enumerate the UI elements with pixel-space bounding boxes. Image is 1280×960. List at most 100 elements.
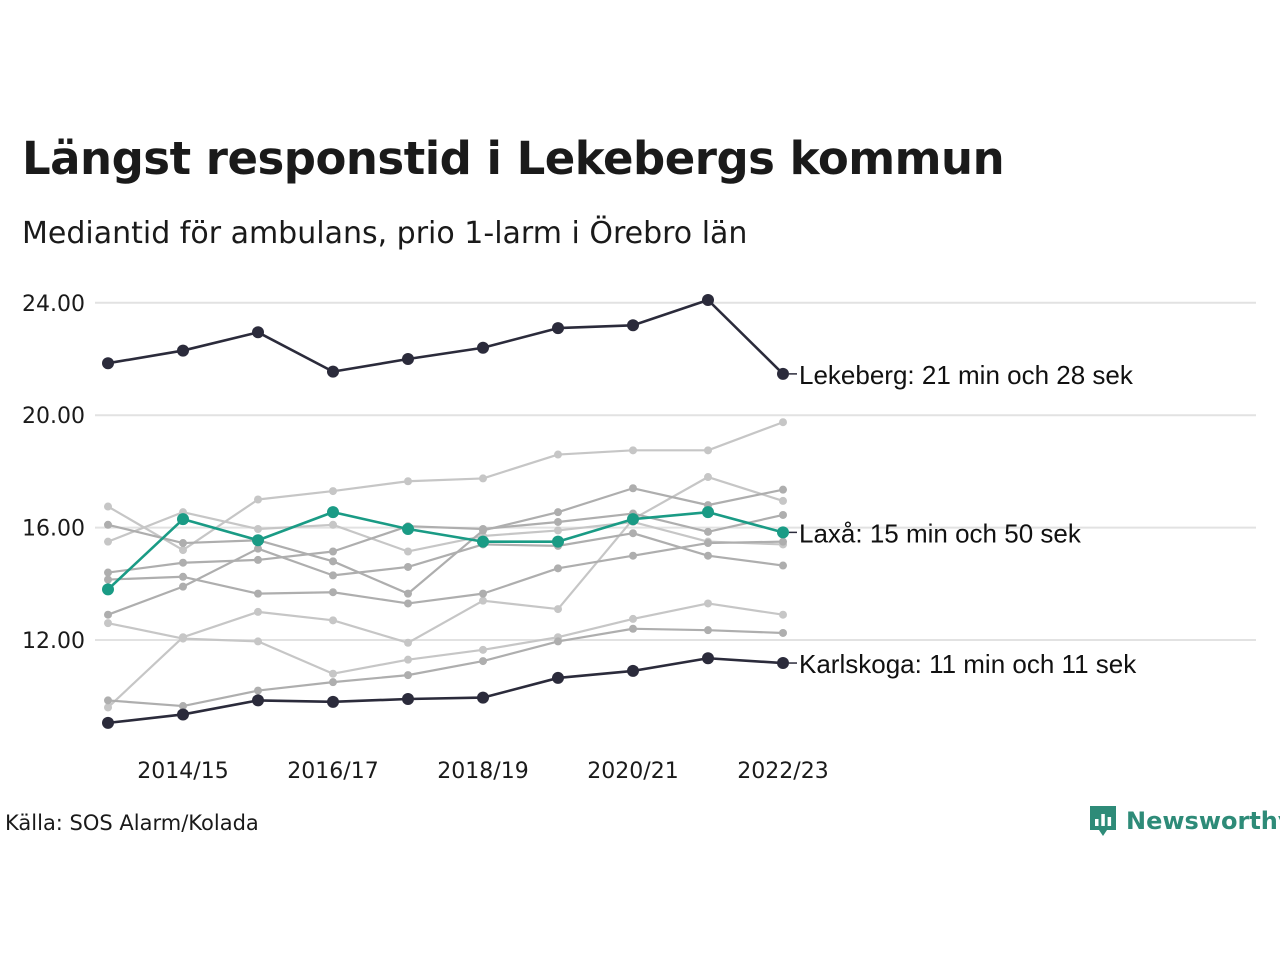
- y-tick-label: 16.00: [22, 517, 85, 542]
- data-point-other: [104, 619, 112, 628]
- data-point-other: [254, 637, 262, 646]
- data-point-other: [479, 474, 487, 483]
- data-point-other: [404, 671, 412, 680]
- data-point-lekeberg: [402, 353, 414, 365]
- data-point-other: [329, 547, 337, 556]
- data-point-other: [254, 555, 262, 564]
- data-point-other: [179, 546, 187, 555]
- data-point-other: [704, 599, 712, 608]
- data-point-other: [179, 539, 187, 548]
- data-point-other: [329, 616, 337, 625]
- end-labels: Lekeberg: 21 min och 28 sek Laxå: 15 min …: [789, 360, 1137, 679]
- data-point-other: [179, 558, 187, 567]
- data-point-laxå: [177, 513, 189, 526]
- data-point-other: [254, 589, 262, 598]
- data-point-other: [704, 527, 712, 536]
- data-point-other: [404, 599, 412, 608]
- data-point-other: [179, 702, 187, 711]
- x-tick-label: 2020/21: [587, 759, 678, 784]
- data-point-other: [104, 520, 112, 529]
- data-point-other: [104, 568, 112, 577]
- series-line-other: [107, 627, 784, 708]
- y-tick-label: 24.00: [22, 292, 85, 317]
- y-axis-ticks: 24.00 20.00 16.00 12.00: [22, 292, 85, 654]
- data-point-other: [704, 551, 712, 560]
- data-point-other: [779, 418, 787, 427]
- series-line-other: [107, 512, 784, 574]
- data-point-other: [479, 596, 487, 605]
- data-point-other: [329, 669, 337, 678]
- data-point-lekeberg: [477, 341, 489, 354]
- data-point-lekeberg: [777, 367, 789, 380]
- data-point-lekeberg: [702, 293, 714, 306]
- data-point-karlskoga: [402, 693, 414, 706]
- data-point-karlskoga: [102, 716, 114, 729]
- data-point-other: [629, 484, 637, 493]
- data-point-other: [329, 520, 337, 529]
- data-point-other: [329, 678, 337, 687]
- data-point-other: [179, 572, 187, 581]
- data-point-other: [329, 588, 337, 597]
- data-point-laxå: [552, 535, 564, 548]
- data-point-laxå: [702, 506, 714, 519]
- data-point-karlskoga: [702, 652, 714, 665]
- end-label-lekeberg: Lekeberg: 21 min och 28 sek: [799, 360, 1134, 390]
- data-point-other: [554, 637, 562, 646]
- x-axis-ticks: 2014/15 2016/17 2018/19 2020/21 2022/23: [137, 759, 828, 784]
- data-point-lekeberg: [552, 322, 564, 335]
- data-point-laxå: [477, 535, 489, 548]
- data-point-other: [704, 626, 712, 635]
- series-line-other: [107, 475, 784, 709]
- data-point-other: [179, 634, 187, 643]
- data-point-other: [104, 703, 112, 712]
- data-point-other: [104, 575, 112, 584]
- data-point-other: [554, 526, 562, 535]
- data-point-other: [104, 696, 112, 705]
- series-line-other: [107, 532, 784, 616]
- data-point-other: [779, 610, 787, 619]
- data-point-karlskoga: [477, 691, 489, 704]
- y-tick-label: 12.00: [22, 629, 85, 654]
- data-point-other: [404, 638, 412, 647]
- data-point-other: [404, 562, 412, 571]
- data-point-other: [329, 557, 337, 566]
- series-line-other: [107, 511, 784, 553]
- data-point-laxå: [252, 534, 264, 547]
- data-point-other: [254, 686, 262, 695]
- data-point-other: [779, 537, 787, 546]
- data-point-laxå: [777, 526, 789, 539]
- series-line-other: [107, 487, 784, 595]
- other-municipalities-series: [104, 418, 787, 712]
- series-line-other: [107, 602, 784, 675]
- data-point-other: [554, 605, 562, 614]
- newsworthy-logo-icon: [1090, 806, 1116, 836]
- data-point-other: [779, 496, 787, 505]
- x-tick-label: 2016/17: [287, 759, 378, 784]
- series-line-other: [107, 540, 784, 605]
- data-point-lekeberg: [252, 326, 264, 339]
- series-line-lekeberg: [107, 298, 784, 375]
- data-point-other: [479, 657, 487, 666]
- data-point-other: [704, 539, 712, 548]
- data-point-other: [179, 582, 187, 591]
- data-point-other: [629, 624, 637, 633]
- data-point-laxå: [102, 583, 114, 596]
- data-point-other: [254, 607, 262, 616]
- data-point-other: [704, 446, 712, 455]
- data-point-other: [554, 508, 562, 517]
- x-tick-label: 2022/23: [737, 759, 828, 784]
- data-point-other: [479, 645, 487, 654]
- data-point-other: [779, 561, 787, 570]
- data-point-karlskoga: [627, 664, 639, 677]
- x-tick-label: 2014/15: [137, 759, 228, 784]
- data-point-other: [404, 589, 412, 598]
- data-point-other: [479, 525, 487, 534]
- data-point-karlskoga: [777, 657, 789, 670]
- data-point-other: [104, 610, 112, 619]
- data-point-other: [779, 628, 787, 637]
- series-line-other: [107, 421, 784, 552]
- data-point-other: [254, 525, 262, 534]
- chart-title: Längst responstid i Lekebergs kommun: [22, 132, 1005, 185]
- end-label-laxå: Laxå: 15 min och 50 sek: [799, 518, 1082, 548]
